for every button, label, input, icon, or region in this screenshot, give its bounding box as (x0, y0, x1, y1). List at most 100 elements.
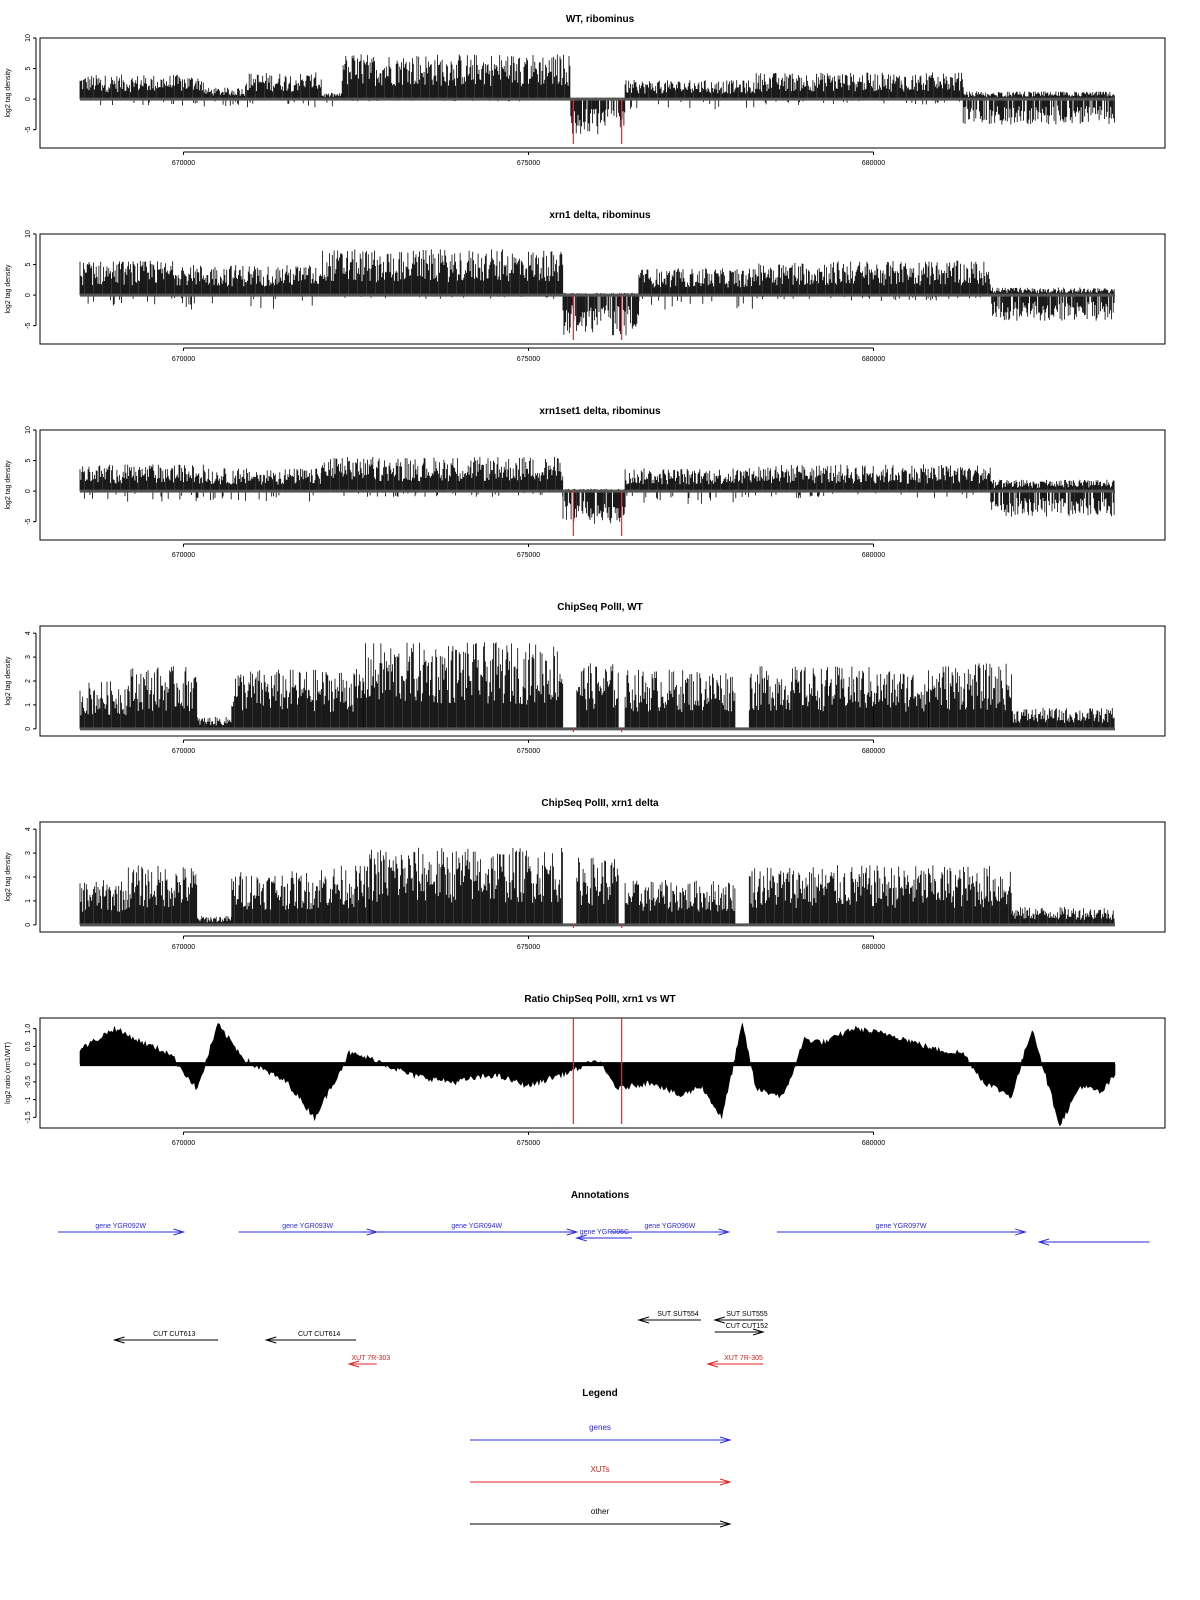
y-tick-label: 5 (25, 263, 32, 267)
data-bars (755, 72, 964, 105)
data-bars (183, 265, 322, 310)
x-tick-label: 675000 (517, 356, 540, 363)
plot-frame (39, 429, 1166, 541)
legend-label: genes (589, 1423, 611, 1432)
data-bars (127, 666, 198, 729)
plot-frame (39, 233, 1166, 345)
data-bars (321, 669, 364, 729)
x-tick-label: 680000 (862, 552, 885, 559)
annotations-title: Annotations (571, 1190, 630, 1201)
y-axis-label: log2 tag density (5, 656, 12, 706)
panel-title: xrn1 delta, ribominus (549, 210, 651, 221)
data-bars (624, 880, 736, 925)
y-tick-label: 10 (25, 426, 32, 434)
y-tick-label: 10 (25, 34, 32, 42)
y-axis-label: log2 tag density (5, 460, 12, 510)
x-tick-label: 680000 (862, 944, 885, 951)
ratio-area (79, 1023, 1116, 1127)
data-bars (245, 72, 322, 108)
data-bars (624, 468, 756, 504)
data-bars (624, 669, 736, 729)
data-bars (576, 663, 619, 729)
y-tick-label: 2 (25, 875, 32, 879)
panel-title: WT, ribominus (566, 14, 635, 25)
x-tick-label: 680000 (862, 748, 885, 755)
other-label: SUT SUT554 (657, 1311, 699, 1318)
other-arrow-head (713, 1316, 725, 1324)
xut-arrow-head (706, 1360, 719, 1368)
legend-arrow-head (719, 1436, 732, 1444)
y-tick-label: 0 (25, 727, 32, 731)
plot-frame (39, 1017, 1166, 1129)
data-bars (1011, 907, 1115, 925)
x-tick-label: 670000 (172, 944, 195, 951)
y-axis-label: log2 tag density (5, 852, 12, 902)
data-bars (624, 80, 756, 110)
data-bars (748, 666, 874, 729)
gene-arrow-head (1015, 1228, 1028, 1236)
y-tick-label: -0.5 (25, 1076, 32, 1088)
gene-arrow-head (575, 1234, 587, 1242)
data-bars (928, 663, 1012, 729)
y-tick-label: 0 (25, 1062, 32, 1066)
other-arrow-head (264, 1336, 277, 1344)
data-bars (962, 91, 1115, 125)
gene-label: gene YGR093W (282, 1223, 333, 1230)
gene-arrow-head (566, 1228, 579, 1236)
y-tick-label: 0 (25, 293, 32, 297)
data-bars (362, 642, 564, 729)
y-tick-label: 1.0 (25, 1024, 32, 1034)
data-bars (79, 74, 204, 106)
other-arrow-head (752, 1328, 765, 1336)
plot-frame (39, 37, 1166, 149)
gene-arrow-head (173, 1228, 186, 1236)
x-tick-label: 680000 (862, 356, 885, 363)
x-tick-label: 670000 (172, 1140, 195, 1147)
other-arrow-head (112, 1336, 125, 1344)
y-tick-label: -5 (25, 518, 32, 524)
data-bars (321, 249, 564, 299)
x-tick-label: 675000 (517, 160, 540, 167)
xut-label: XUT 7R-305 (724, 1355, 763, 1362)
y-axis-label: log2 ratio (xrn1/WT) (5, 1042, 12, 1104)
gene-label: gene YGR094W (451, 1223, 502, 1230)
x-tick-label: 680000 (862, 160, 885, 167)
y-tick-label: -5 (25, 126, 32, 132)
data-bars (755, 464, 991, 499)
data-bars (873, 670, 929, 729)
y-tick-label: 1 (25, 703, 32, 707)
panel-title: Ratio ChipSeq PolII, xrn1 vs WT (524, 994, 675, 1005)
gene-label: gene YGR095C (580, 1229, 629, 1236)
data-bars (562, 488, 626, 524)
data-bars (79, 260, 183, 306)
plot-frame (39, 625, 1166, 737)
gene-arrow-head (1037, 1238, 1050, 1246)
data-bars (231, 669, 322, 729)
panel-title: ChipSeq PolII, xrn1 delta (541, 798, 659, 809)
y-axis-label: log2 tag density (5, 68, 12, 118)
x-tick-label: 675000 (517, 1140, 540, 1147)
y-tick-label: 3 (25, 851, 32, 855)
other-label: CUT CUT613 (153, 1331, 195, 1338)
legend-title: Legend (582, 1388, 618, 1399)
gene-label: gene YGR092W (95, 1223, 146, 1230)
y-tick-label: 0 (25, 923, 32, 927)
y-tick-label: 10 (25, 230, 32, 238)
y-tick-label: 2 (25, 679, 32, 683)
y-tick-label: 3 (25, 655, 32, 659)
gene-label: gene YGR097W (876, 1223, 927, 1230)
x-tick-label: 670000 (172, 552, 195, 559)
plot-frame (39, 821, 1166, 933)
data-bars (576, 857, 619, 925)
data-bars (203, 87, 246, 107)
y-tick-label: 4 (25, 631, 32, 635)
panel-title: ChipSeq PolII, WT (557, 602, 643, 613)
other-arrow-head (637, 1316, 650, 1324)
data-bars (79, 464, 204, 502)
y-tick-label: -5 (25, 322, 32, 328)
y-tick-label: 1 (25, 899, 32, 903)
data-bars (79, 681, 129, 729)
y-tick-label: 4 (25, 827, 32, 831)
x-tick-label: 670000 (172, 748, 195, 755)
data-bars (79, 880, 129, 925)
